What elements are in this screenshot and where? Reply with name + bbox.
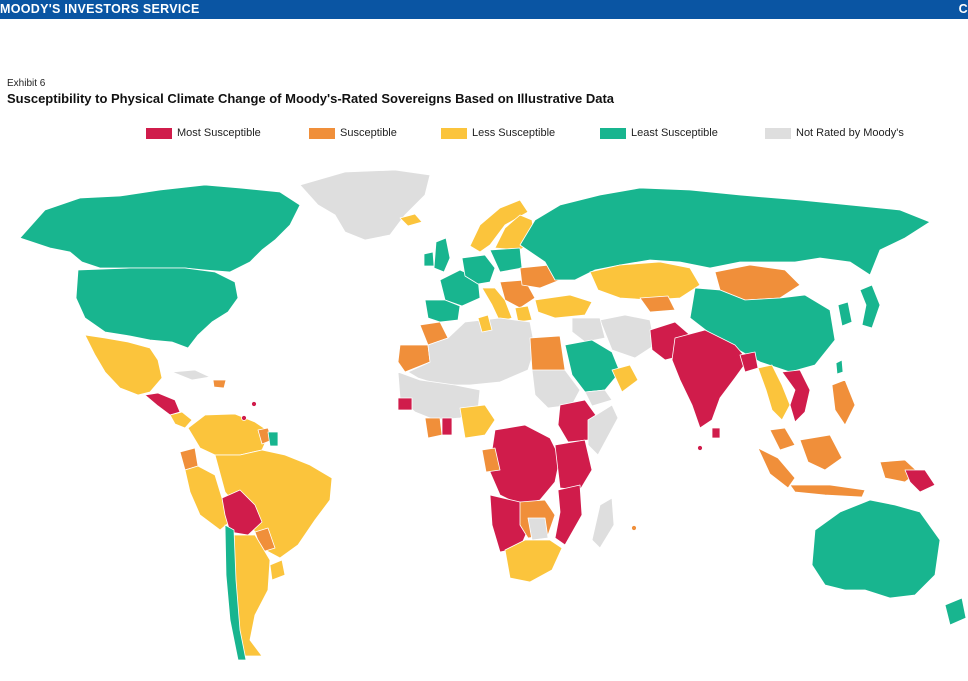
header-bar: MOODY'S INVESTORS SERVICE C (0, 0, 968, 19)
region-bolivia (221, 489, 263, 536)
region-mexico (84, 334, 163, 396)
region-western-sahara (397, 344, 431, 373)
region-vietnam (781, 369, 811, 423)
region-italy (481, 287, 513, 323)
region-turkey (534, 294, 593, 319)
region-russia (519, 187, 931, 281)
region-sri-lanka (711, 427, 721, 439)
legend-swatch-not-rated (765, 127, 791, 139)
region-png (904, 469, 936, 493)
region-maldives (697, 445, 703, 451)
region-cuba (171, 369, 211, 381)
exhibit-label: Exhibit 6 (7, 78, 46, 89)
region-usa (75, 267, 239, 349)
region-somalia (587, 404, 619, 456)
region-suriname (267, 431, 279, 447)
legend-item-susceptible: Susceptible (309, 127, 397, 139)
region-kenya-tanzania (554, 439, 593, 491)
region-indonesia-borneo (799, 434, 843, 471)
legend-label-most: Most Susceptible (177, 127, 261, 139)
header-right-mark: C (958, 2, 968, 16)
region-north-africa (407, 317, 536, 386)
region-norway (469, 199, 529, 253)
region-costa-rica-panama (169, 411, 193, 429)
region-oman (611, 364, 639, 393)
region-taiwan (835, 359, 844, 375)
region-gabon-congo (481, 447, 501, 473)
brand-name: MOODY'S INVESTORS SERVICE (0, 2, 200, 16)
region-madagascar (591, 497, 615, 549)
region-egypt (529, 335, 566, 375)
region-germany-benelux (461, 254, 496, 285)
region-ireland (423, 251, 435, 267)
region-greenland (299, 169, 431, 241)
legend-label-least: Least Susceptible (631, 127, 718, 139)
legend-label-not-rated: Not Rated by Moody's (796, 127, 904, 139)
region-uzbekistan (639, 295, 676, 313)
region-greece (514, 305, 533, 323)
region-central-africa (489, 424, 561, 506)
region-tunisia (477, 314, 493, 333)
region-japan (859, 284, 881, 329)
region-trinidad (241, 415, 247, 421)
region-myanmar-thailand (757, 364, 791, 421)
region-australia (811, 499, 941, 599)
region-india (671, 329, 749, 429)
region-dominican (212, 379, 227, 389)
region-korea (837, 301, 853, 327)
region-spain-portugal (424, 299, 461, 323)
region-yemen (584, 389, 613, 407)
legend: Most Susceptible Susceptible Less Suscep… (0, 127, 968, 143)
region-ivory-coast (424, 417, 443, 439)
region-nigeria (459, 404, 496, 439)
region-new-zealand (944, 597, 967, 626)
region-uruguay (269, 559, 286, 581)
region-iraq-syria (571, 317, 606, 343)
region-bangladesh (739, 351, 759, 373)
legend-item-not-rated: Not Rated by Moody's (765, 127, 904, 139)
region-iceland (399, 213, 423, 227)
region-barbados (251, 401, 257, 407)
region-mozambique (554, 484, 583, 546)
legend-item-least-susceptible: Least Susceptible (600, 127, 718, 139)
region-uk (433, 237, 451, 273)
legend-item-less-susceptible: Less Susceptible (441, 127, 555, 139)
legend-swatch-less (441, 127, 467, 139)
region-indonesia-java (789, 484, 866, 498)
region-mauritius (631, 525, 637, 531)
legend-swatch-least (600, 127, 626, 139)
region-indonesia-sumatra (757, 447, 796, 489)
region-saudi-arabia (564, 339, 621, 393)
legend-label-susceptible: Susceptible (340, 127, 397, 139)
region-central-america (144, 392, 181, 416)
region-ghana (441, 417, 453, 436)
legend-swatch-most (146, 127, 172, 139)
region-chile (224, 524, 247, 660)
legend-swatch-susceptible (309, 127, 335, 139)
region-balkans (499, 279, 536, 309)
legend-label-less: Less Susceptible (472, 127, 556, 139)
region-senegal (397, 397, 413, 411)
region-botswana (527, 517, 549, 541)
region-south-africa (504, 539, 563, 583)
legend-item-most-susceptible: Most Susceptible (146, 127, 261, 139)
region-colombia-venezuela (187, 413, 271, 456)
chart-title: Susceptibility to Physical Climate Chang… (7, 91, 615, 106)
region-malaysia (769, 427, 796, 451)
world-map (19, 169, 967, 660)
region-canada (19, 184, 301, 273)
region-kazakhstan (589, 261, 701, 301)
region-philippines (831, 379, 856, 426)
